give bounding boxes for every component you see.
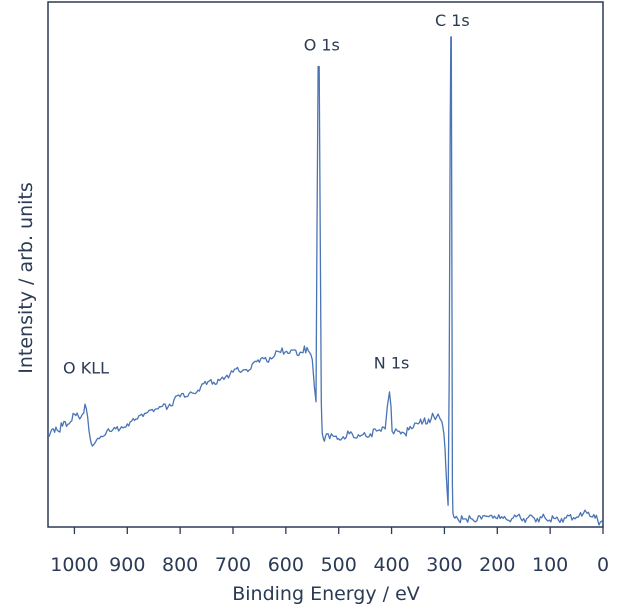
x-tick-label: 200 — [479, 554, 515, 576]
x-tick-label: 500 — [321, 554, 357, 576]
x-tick-label: 600 — [268, 554, 304, 576]
x-tick-label: 1000 — [50, 554, 98, 576]
x-tick-label: 300 — [426, 554, 462, 576]
x-tick-label: 900 — [109, 554, 145, 576]
x-tick-label: 400 — [373, 554, 409, 576]
spectrum-line-0 — [47, 36, 604, 526]
x-tick-label: 800 — [162, 554, 198, 576]
peak-annotations: O 1s C 1s O KLL N 1s — [63, 11, 470, 378]
spectrum-series — [47, 36, 604, 526]
peak-label: C 1s — [435, 11, 470, 30]
plot-frame — [47, 1, 604, 528]
x-axis-ticks — [73, 527, 604, 534]
x-axis-label: Binding Energy / eV — [232, 583, 420, 605]
peak-label: O 1s — [304, 36, 340, 55]
x-tick-label: 0 — [597, 554, 609, 576]
x-tick-label: 700 — [215, 554, 251, 576]
x-tick-label: 100 — [532, 554, 568, 576]
y-axis-label: Intensity / arb. units — [15, 182, 37, 373]
peak-label: O KLL — [63, 359, 109, 378]
x-axis-tick-labels: 1000 900 800 700 600 500 400 300 200 100 0 — [50, 554, 609, 576]
peak-label: N 1s — [374, 354, 410, 373]
